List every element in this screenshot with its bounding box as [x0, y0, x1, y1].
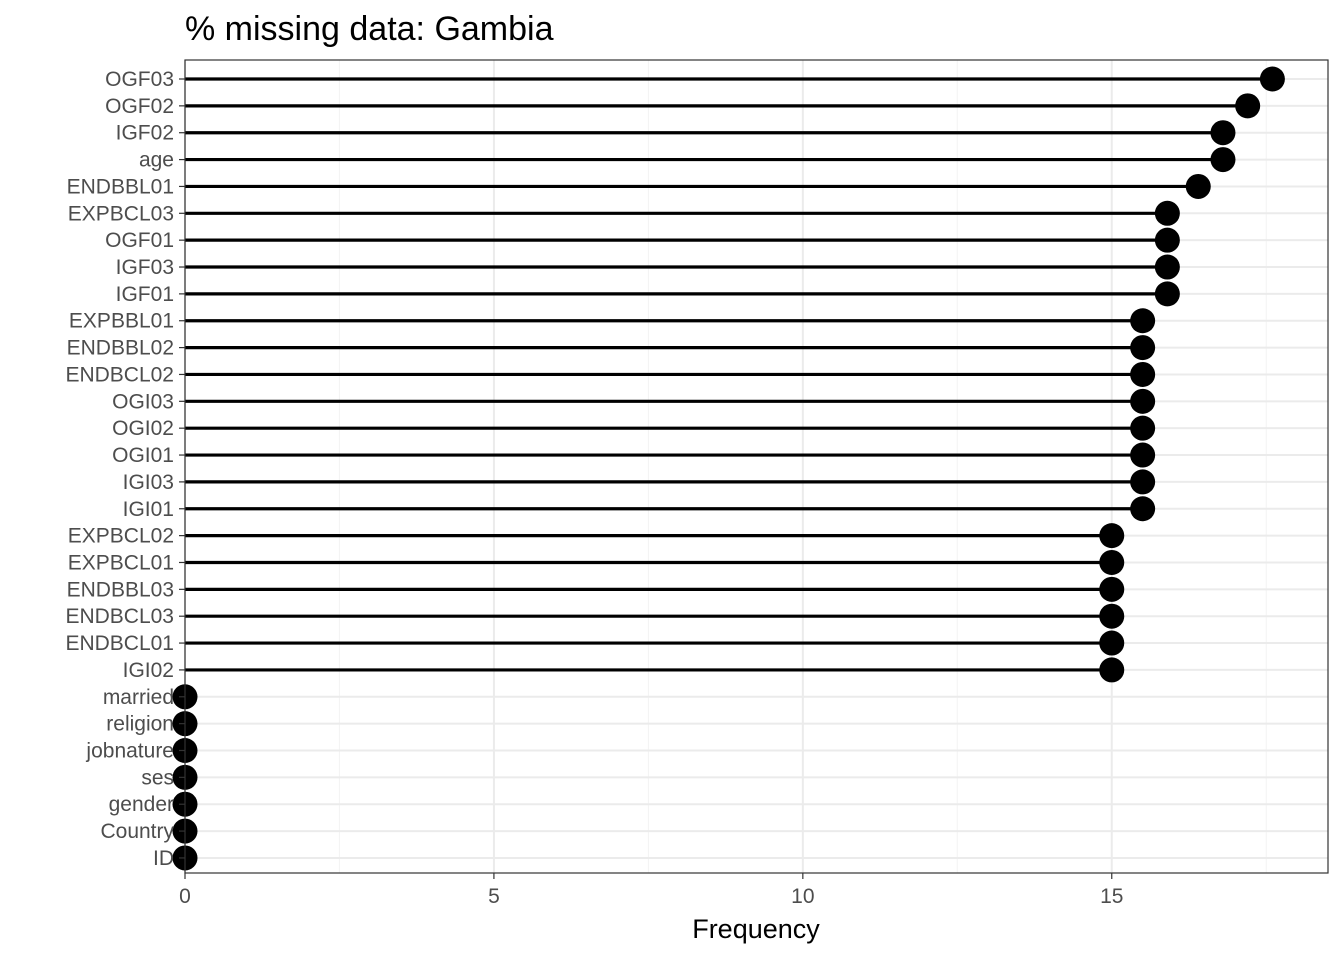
y-tick-label: ENDBBL03: [67, 578, 174, 601]
y-axis: OGF03 OGF02 IGF02 age ENDBBL01 EXPBCL03 OGF01 I…: [65, 68, 185, 870]
point-IGF01: [1154, 281, 1180, 307]
y-tick-label: ENDBBL02: [67, 337, 174, 360]
y-tick-label: ID: [153, 847, 174, 870]
y-tick-label: ENDBCL03: [65, 605, 174, 628]
y-tick-label: ENDBBL01: [67, 175, 174, 198]
point-IGF03: [1154, 254, 1180, 280]
y-tick-label: IGF03: [116, 256, 174, 279]
y-tick-label: EXPBCL03: [68, 202, 174, 225]
y-tick-label: OGI02: [112, 417, 174, 440]
y-tick-label: IGF01: [116, 283, 174, 306]
y-tick-label: married: [103, 686, 174, 709]
point-ENDBCL02: [1130, 361, 1156, 387]
y-tick-label: OGI01: [112, 444, 174, 467]
point-OGI03: [1130, 388, 1156, 414]
grid: [184, 60, 1328, 873]
y-tick-label: OGF02: [105, 95, 174, 118]
point-ENDBBL03: [1099, 576, 1125, 602]
point-OGF03: [1259, 66, 1285, 92]
point-ENDBBL01: [1185, 173, 1211, 199]
x-tick-label: 5: [488, 885, 500, 908]
point-ENDBCL03: [1099, 603, 1125, 629]
y-tick-label: religion: [106, 713, 174, 736]
y-tick-label: EXPBCL02: [68, 525, 174, 548]
x-axis-label: Frequency: [692, 914, 820, 944]
y-tick-label: OGI03: [112, 390, 174, 413]
point-OGF01: [1154, 227, 1180, 253]
y-tick-label: OGF01: [105, 229, 174, 252]
y-tick-label: gender: [109, 793, 174, 816]
point-OGI02: [1130, 415, 1156, 441]
y-tick-label: ENDBCL02: [65, 363, 174, 386]
point-ENDBCL01: [1099, 630, 1125, 656]
chart-title: % missing data: Gambia: [185, 10, 554, 48]
point-EXPBCL02: [1099, 523, 1125, 549]
point-EXPBCL03: [1154, 200, 1180, 226]
y-tick-label: EXPBBL01: [69, 310, 174, 333]
point-OGF02: [1235, 93, 1261, 119]
y-tick-label: Country: [100, 820, 174, 843]
y-tick-label: OGF03: [105, 68, 174, 91]
point-OGI01: [1130, 442, 1156, 468]
point-age: [1210, 147, 1236, 173]
point-IGF02: [1210, 120, 1236, 146]
y-tick-label: ses: [141, 766, 174, 789]
x-tick-label: 10: [791, 885, 814, 908]
plot-panel: [184, 59, 1329, 874]
x-axis: 0 5 10 15: [179, 873, 1123, 908]
y-tick-label: age: [139, 149, 174, 172]
stems: [185, 77, 1273, 672]
point-EXPBCL01: [1099, 549, 1125, 575]
point-EXPBBL01: [1130, 308, 1156, 334]
point-IGI02: [1099, 657, 1125, 683]
x-tick-label: 0: [179, 885, 191, 908]
y-tick-label: IGI03: [123, 471, 174, 494]
y-tick-label: ENDBCL01: [65, 632, 174, 655]
y-tick-label: IGF02: [116, 122, 174, 145]
x-tick-label: 15: [1100, 885, 1123, 908]
point-IGI01: [1130, 496, 1156, 522]
point-ENDBBL02: [1130, 335, 1156, 361]
y-tick-label: IGI01: [123, 498, 174, 521]
y-tick-label: jobnature: [85, 740, 174, 763]
y-tick-label: EXPBCL01: [68, 551, 174, 574]
y-tick-label: IGI02: [123, 659, 174, 682]
point-IGI03: [1130, 469, 1156, 495]
